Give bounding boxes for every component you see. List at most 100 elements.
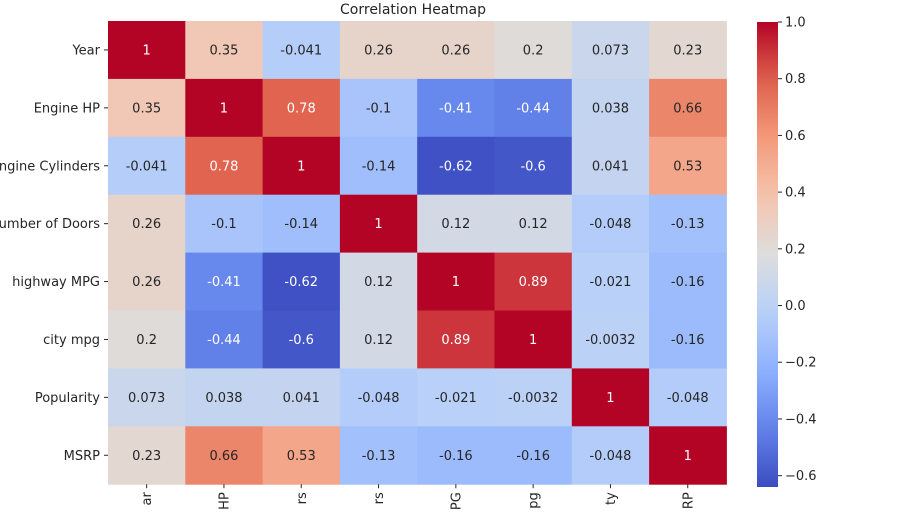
cell-value-label: -0.16 — [516, 449, 550, 464]
heatmap-cell-r6-c0 — [108, 368, 186, 427]
heatmap-cell-r1-c3 — [339, 78, 418, 138]
row-labels: Year Engine HP ngine Cylinders umber of Doo… — [0, 43, 108, 464]
heatmap-cell-r1-c1 — [185, 78, 264, 138]
cell-value-label: 0.89 — [519, 275, 548, 290]
heatmap-cell-r6-c3 — [339, 368, 418, 427]
cell-value-label: -0.1 — [366, 101, 391, 116]
heatmap-cell-r0-c4 — [417, 21, 495, 80]
cell-value-label: 0.041 — [283, 391, 320, 406]
cell-value-label: 0.66 — [673, 101, 702, 116]
row-label: city mpg — [43, 333, 100, 348]
cell-value-label: 0.2 — [523, 43, 544, 58]
heatmap-cell-r7-c5 — [494, 426, 573, 485]
cell-value-label: -0.44 — [207, 333, 241, 348]
cell-value-label: 0.23 — [132, 449, 161, 464]
cell-value-label: -0.6 — [289, 333, 314, 348]
colorbar: 1.0 0.8 0.6 0.4 0.2 0.0 −0.2 −0.4 −0.6 — [757, 16, 817, 487]
heatmap-cell-r4-c3 — [339, 252, 418, 311]
column-label: rs — [295, 492, 310, 504]
heatmap-cell-r2-c6 — [571, 136, 650, 196]
heatmap-cell-r0-c0 — [108, 21, 186, 80]
cell-value-label: -0.16 — [439, 449, 473, 464]
cell-value-label: -0.048 — [589, 217, 631, 232]
cell-value-label: 0.073 — [592, 43, 629, 58]
cell-value-label: 0.78 — [287, 101, 316, 116]
cell-value-label: 0.26 — [132, 275, 161, 290]
colorbar-tick-label: −0.6 — [785, 469, 817, 484]
heatmap-cell-r7-c1 — [185, 426, 264, 485]
column-label: pg — [527, 492, 542, 509]
cell-value-label: -0.048 — [358, 391, 400, 406]
heatmap-cell-r7-c0 — [108, 426, 186, 485]
heatmap-cell-r6-c1 — [185, 368, 264, 427]
heatmap-cell-r2-c1 — [185, 136, 264, 196]
heatmap-cell-r3-c6 — [571, 194, 650, 254]
heatmap-cell-r5-c7 — [649, 310, 727, 369]
heatmap-cell-r2-c0 — [108, 136, 186, 196]
heatmap-cell-r3-c3 — [339, 194, 418, 254]
heatmap-cell-r0-c7 — [649, 21, 727, 80]
cell-value-label: -0.16 — [671, 275, 705, 290]
cell-value-label: 1 — [606, 391, 614, 406]
cell-value-label: -0.62 — [284, 275, 318, 290]
heatmap-cell-r4-c0 — [108, 252, 186, 311]
heatmap-cell-r1-c7 — [649, 78, 727, 138]
heatmap-cell-r2-c3 — [339, 136, 418, 196]
heatmap-cell-r5-c0 — [108, 310, 186, 369]
cell-value-label: 0.26 — [132, 217, 161, 232]
cell-value-label: -0.021 — [589, 275, 631, 290]
cell-value-label: 1 — [297, 159, 305, 174]
cell-value-label: 0.038 — [205, 391, 242, 406]
heatmap-grid: 1 0.35 -0.041 0.26 0.26 0.2 0.073 0.23 0.35 1 0.78… — [108, 21, 727, 485]
row-label: ngine Cylinders — [0, 159, 100, 174]
column-label: HP — [217, 492, 232, 510]
heatmap-cell-r0-c6 — [571, 21, 650, 80]
cell-value-label: -0.048 — [589, 449, 631, 464]
colorbar-tick-label: 0.0 — [785, 299, 806, 314]
cell-value-label: 0.038 — [592, 101, 629, 116]
row-label: umber of Doors — [0, 217, 100, 232]
row-label: Engine HP — [34, 101, 100, 116]
column-label: ar — [140, 492, 155, 506]
heatmap-cell-r4-c7 — [649, 252, 727, 311]
heatmap-cell-r2-c4 — [417, 136, 495, 196]
heatmap-cell-r5-c1 — [185, 310, 264, 369]
row-label: Popularity — [35, 391, 100, 406]
colorbar-tick-label: 0.6 — [785, 129, 806, 144]
heatmap-cell-r2-c2 — [262, 136, 341, 196]
column-label: rs — [372, 492, 387, 504]
cell-value-label: -0.041 — [280, 43, 322, 58]
cell-value-label: -0.0032 — [508, 391, 558, 406]
heatmap-cell-r3-c0 — [108, 194, 186, 254]
cell-value-label: -0.6 — [520, 159, 545, 174]
heatmap-cell-r1-c0 — [108, 78, 186, 138]
cell-value-label: -0.14 — [284, 217, 318, 232]
heatmap-cell-r7-c6 — [571, 426, 650, 485]
cell-value-label: -0.041 — [126, 159, 168, 174]
cell-value-label: 0.89 — [441, 333, 470, 348]
cell-value-label: 1 — [684, 449, 692, 464]
cell-value-label: 1 — [529, 333, 537, 348]
heatmap-cell-r7-c2 — [262, 426, 341, 485]
cell-value-label: 1 — [374, 217, 382, 232]
cell-value-label: 0.2 — [136, 333, 157, 348]
heatmap-cell-r4-c1 — [185, 252, 264, 311]
colorbar-tick-label: 0.4 — [785, 186, 806, 201]
cell-value-label: 0.35 — [209, 43, 238, 58]
heatmap-cell-r0-c1 — [185, 21, 264, 80]
heatmap-cell-r0-c3 — [339, 21, 418, 80]
cell-value-label: -0.048 — [667, 391, 709, 406]
cell-value-label: -0.41 — [207, 275, 241, 290]
heatmap-cell-r1-c5 — [494, 78, 573, 138]
colorbar-tick-label: 0.2 — [785, 242, 806, 257]
cell-value-label: -0.1 — [211, 217, 236, 232]
colorbar-tick-label: −0.2 — [785, 356, 817, 371]
colorbar-tick-label: 0.8 — [785, 72, 806, 87]
heatmap-cell-r6-c7 — [649, 368, 727, 427]
cell-value-label: -0.13 — [671, 217, 705, 232]
heatmap-cell-r4-c6 — [571, 252, 650, 311]
heatmap-cell-r3-c7 — [649, 194, 727, 254]
cell-value-label: 0.23 — [673, 43, 702, 58]
heatmap-cell-r5-c5 — [494, 310, 573, 369]
